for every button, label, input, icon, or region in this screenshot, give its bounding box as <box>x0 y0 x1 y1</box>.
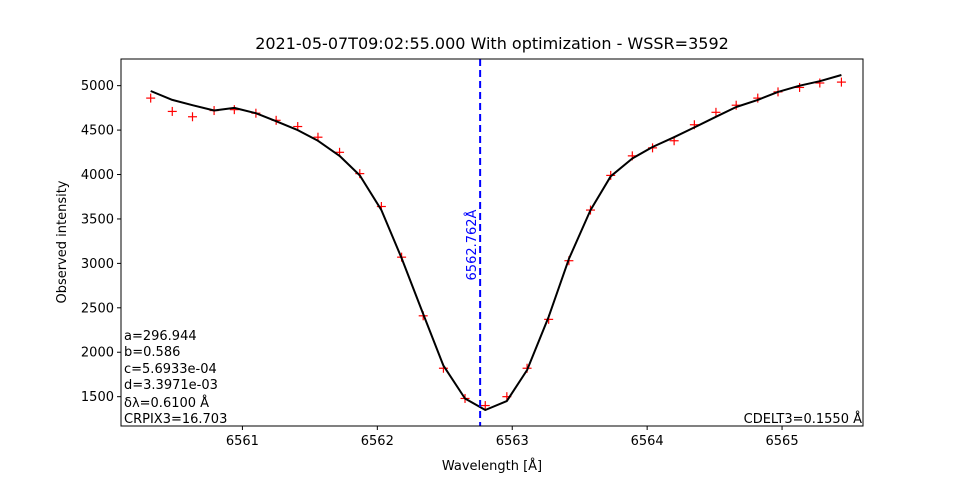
observed-point <box>711 107 721 117</box>
param-b: b=0.586 <box>124 345 180 360</box>
param-cdelt3: CDELT3=0.1550 Å <box>744 411 862 427</box>
observed-point <box>146 93 156 103</box>
ticks-layer: 6561 6562 6563 6564 6565 1500 2000 2500 3000 3500… <box>81 79 799 449</box>
y-tick-label: 4500 <box>81 124 114 139</box>
param-crpix3: CRPIX3=16.703 <box>124 412 227 427</box>
x-tick-label: 6565 <box>766 434 799 449</box>
observed-point <box>480 401 490 411</box>
fit-line <box>150 74 842 411</box>
x-tick-label: 6564 <box>631 434 664 449</box>
x-tick-label: 6561 <box>226 434 259 449</box>
observed-point <box>836 77 846 87</box>
y-tick-label: 2500 <box>81 301 114 316</box>
observed-point <box>188 112 198 122</box>
parameter-annotations: a=296.944 b=0.586 c=5.6933e-04 d=3.3971e… <box>124 329 227 427</box>
y-tick-label: 3000 <box>81 257 114 272</box>
x-tick-label: 6563 <box>496 434 529 449</box>
y-axis-label: Observed intensity <box>55 180 70 303</box>
y-tick-label: 2000 <box>81 346 114 361</box>
x-axis-label: Wavelength [Å] <box>442 458 542 474</box>
param-d: d=3.3971e-03 <box>124 378 218 393</box>
param-delta-lambda: δλ=0.6100 Å <box>124 395 209 411</box>
plot-layer: 6562.762Å <box>146 59 846 426</box>
x-tick-label: 6562 <box>361 434 394 449</box>
axes-frame <box>120 58 864 427</box>
observed-point <box>167 106 177 116</box>
y-tick-label: 5000 <box>81 79 114 94</box>
param-c: c=5.6933e-04 <box>124 362 217 377</box>
param-a: a=296.944 <box>124 329 197 344</box>
y-tick-label: 1500 <box>81 390 114 405</box>
line-center-label: 6562.762Å <box>464 209 480 280</box>
chart-title: 2021-05-07T09:02:55.000 With optimizatio… <box>255 34 729 53</box>
y-tick-label: 4000 <box>81 168 114 183</box>
y-tick-label: 3500 <box>81 212 114 227</box>
observed-point <box>815 78 825 88</box>
